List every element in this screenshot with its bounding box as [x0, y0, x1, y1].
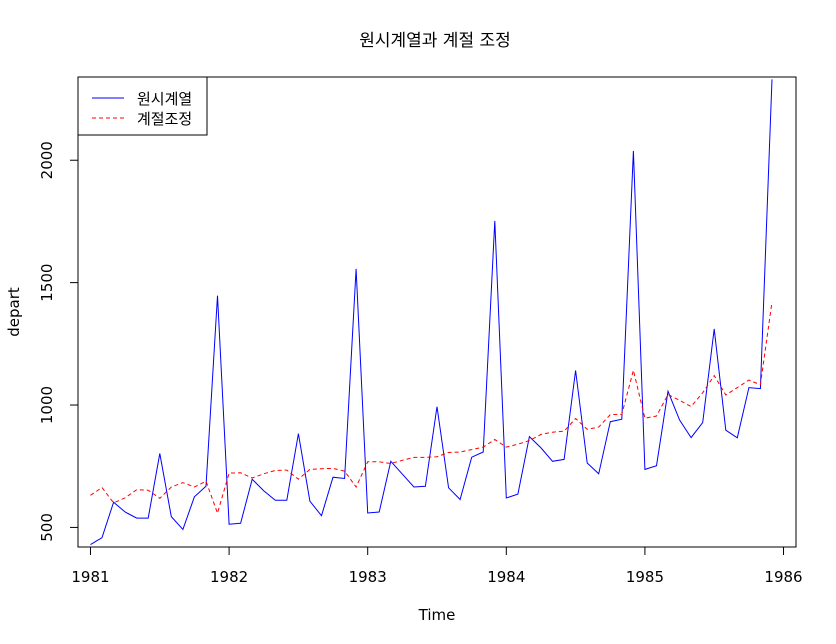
legend-label-adjusted: 계절조정	[137, 110, 192, 128]
y-tick-label: 2000	[38, 141, 56, 179]
series-layer	[90, 79, 773, 546]
legend-box	[77, 76, 208, 136]
x-axis: 1981 1982 1983 1984 1985 1986	[71, 546, 803, 586]
chart-title: 원시계열과 계절 조정	[359, 31, 511, 51]
x-tick-label: 1985	[626, 568, 664, 586]
x-tick-label: 1984	[487, 568, 525, 586]
x-tick-label: 1982	[210, 568, 248, 586]
y-tick-label: 1500	[38, 264, 56, 302]
y-tick-label: 500	[38, 513, 56, 542]
y-axis-label: depart	[5, 287, 23, 337]
x-tick-label: 1983	[349, 568, 387, 586]
series-line-raw	[90, 79, 773, 546]
plot-frame	[77, 76, 797, 548]
legend: 원시계열 계절조정	[77, 76, 208, 136]
legend-label-raw: 원시계열	[137, 90, 192, 108]
x-tick-label: 1986	[764, 568, 802, 586]
x-tick-label: 1981	[71, 568, 109, 586]
series-line-adjusted	[90, 301, 773, 515]
x-axis-label: Time	[418, 606, 456, 624]
y-axis: 500 1000 1500 2000	[38, 141, 79, 542]
y-tick-label: 1000	[38, 386, 56, 424]
